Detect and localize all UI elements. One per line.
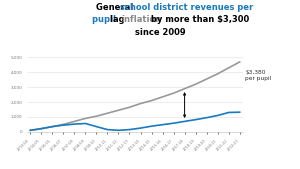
Text: school district revenues per: school district revenues per <box>120 3 253 11</box>
Text: $3,380
per pupil: $3,380 per pupil <box>245 70 272 81</box>
Text: pupil: pupil <box>92 15 118 24</box>
Text: WKPBS Calculations: WKPBS Calculations <box>213 159 240 163</box>
Text: General: General <box>96 3 136 11</box>
Text: by more than $3,300: by more than $3,300 <box>148 15 250 24</box>
Text: lag: lag <box>110 15 127 24</box>
Text: inflation: inflation <box>122 15 162 24</box>
Text: since 2009: since 2009 <box>135 28 186 37</box>
Text: Source: State, Prop (January 9, 2025), Legislative Fiscal Bureau (Memo in: Source: State, Prop (January 9, 2025), L… <box>4 159 106 163</box>
